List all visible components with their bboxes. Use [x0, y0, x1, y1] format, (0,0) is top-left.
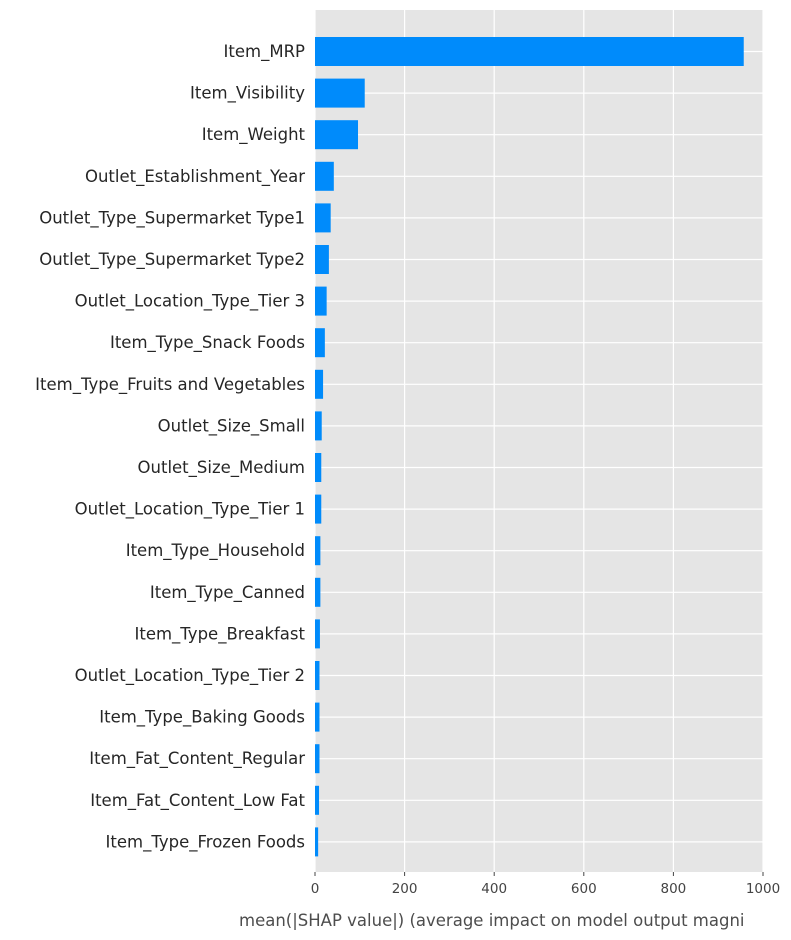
feature-label: Item_Type_Canned	[150, 583, 305, 603]
x-tick-label: 0	[311, 881, 320, 897]
feature-label: Outlet_Establishment_Year	[85, 167, 305, 187]
bar	[315, 161, 334, 191]
feature-label: Item_Type_Frozen Foods	[106, 832, 305, 852]
bar	[315, 827, 319, 857]
feature-labels: Item_MRP Item_Visibility Item_Weight Outlet…	[35, 42, 305, 852]
bar	[315, 785, 320, 815]
feature-label: Item_Type_Breakfast	[134, 624, 305, 644]
feature-label: Outlet_Location_Type_Tier 1	[75, 500, 305, 520]
feature-label: Outlet_Size_Medium	[138, 458, 305, 478]
bar	[315, 619, 320, 649]
feature-label: Item_Visibility	[190, 84, 305, 104]
bar	[315, 411, 322, 441]
bar	[315, 744, 320, 774]
x-tick-label: 1000	[746, 881, 780, 897]
bar	[315, 245, 329, 274]
bar	[315, 661, 320, 690]
feature-label: Item_Type_Snack Foods	[110, 333, 305, 353]
feature-label: Outlet_Location_Type_Tier 2	[75, 666, 305, 686]
bar	[315, 328, 325, 358]
bar	[315, 494, 322, 524]
bar	[315, 120, 359, 150]
feature-label: Item_Type_Baking Goods	[99, 708, 305, 728]
x-axis-title: mean(|SHAP value|) (average impact on mo…	[239, 911, 745, 930]
bars	[315, 37, 744, 857]
bar	[315, 37, 744, 66]
bar	[315, 78, 365, 108]
bar	[315, 702, 320, 732]
feature-label: Item_Weight	[202, 125, 306, 145]
gridlines	[314, 10, 764, 872]
bar	[315, 203, 331, 233]
bar	[315, 369, 324, 399]
feature-label: Item_Type_Fruits and Vegetables	[35, 375, 305, 395]
bar	[315, 453, 322, 482]
feature-label: Outlet_Type_Supermarket Type1	[39, 208, 305, 228]
x-tick-label: 800	[661, 881, 687, 897]
x-tick-label: 400	[481, 881, 507, 897]
feature-label: Item_MRP	[224, 42, 306, 62]
plot-area	[315, 10, 763, 872]
x-tick-label: 600	[571, 881, 597, 897]
feature-label: Outlet_Location_Type_Tier 3	[75, 292, 305, 312]
bar	[315, 286, 327, 316]
feature-label: Outlet_Size_Small	[158, 416, 305, 436]
bar	[315, 577, 321, 607]
x-axis-ticks: 0 200 400 600 800 1000	[311, 872, 780, 897]
feature-label: Item_Fat_Content_Regular	[89, 749, 305, 769]
bar	[315, 536, 321, 566]
feature-label: Outlet_Type_Supermarket Type2	[39, 250, 305, 270]
x-tick-label: 200	[392, 881, 418, 897]
feature-label: Item_Type_Household	[126, 541, 305, 561]
feature-label: Item_Fat_Content_Low Fat	[90, 791, 305, 811]
